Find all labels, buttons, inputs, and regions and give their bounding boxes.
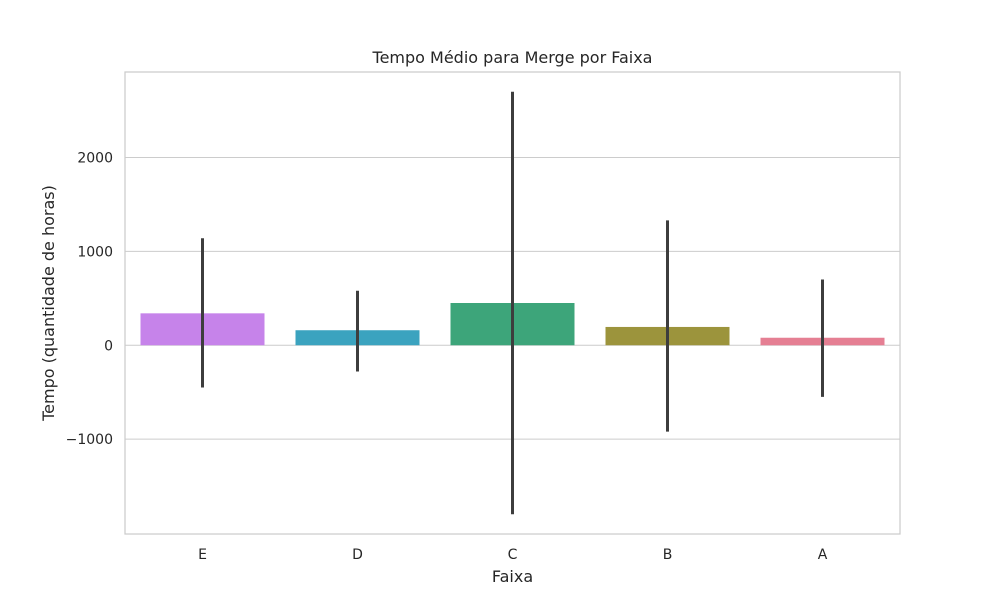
x-tick-label: E [198,547,207,563]
y-tick-label: 1000 [77,244,113,260]
x-tick-label: D [352,547,363,563]
x-tick-label: C [508,547,518,563]
y-tick-labels: −1000 0 1000 2000 [66,150,113,448]
x-tick-label: B [663,547,673,563]
x-tick-label: A [818,547,828,563]
y-axis-label: Tempo (quantidade de horas) [39,185,58,422]
x-axis-label: Faixa [492,567,533,586]
plot-frame [124,71,901,535]
y-tick-label: 2000 [77,150,113,166]
error-bars [201,91,824,515]
chart-title: Tempo Médio para Merge por Faixa [372,48,653,67]
y-tick-label: −1000 [66,432,113,448]
y-tick-label: 0 [104,338,113,354]
